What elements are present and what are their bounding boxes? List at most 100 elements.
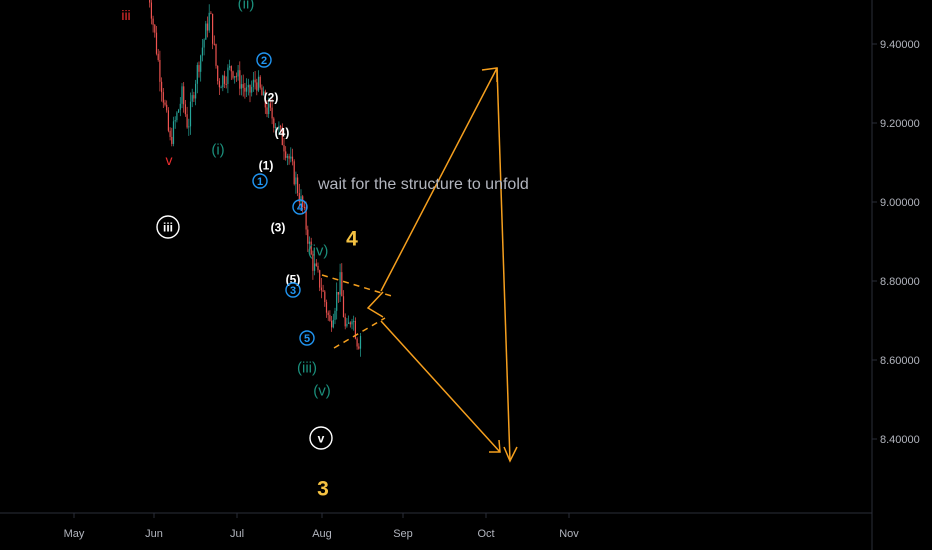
candle-body [334, 310, 336, 320]
candle-body [181, 86, 183, 104]
candle-body [242, 84, 244, 88]
candle-body [232, 71, 234, 78]
candle-body [320, 287, 322, 291]
candle-body [223, 75, 226, 84]
candle-body [198, 65, 200, 72]
wave-label: v [166, 152, 173, 168]
candle-body [332, 319, 334, 328]
candle-body [280, 125, 282, 128]
candle-body [157, 53, 159, 60]
wave-label-circle [252, 173, 268, 189]
candle-body [358, 346, 360, 349]
candle-body [201, 47, 203, 56]
candle-body [179, 103, 181, 110]
candle-body [229, 66, 231, 68]
candle-body [266, 107, 268, 115]
candle-body [186, 114, 188, 128]
candle-body [152, 18, 154, 25]
wave-label-circle [309, 426, 333, 450]
candle-body [351, 321, 353, 325]
candle-body [189, 101, 192, 127]
candle-body [317, 265, 319, 271]
candle-body [257, 76, 260, 91]
candle-body [159, 59, 161, 82]
candle-body [200, 55, 202, 72]
candle-body [252, 79, 254, 87]
candle-body [218, 81, 220, 88]
candle-body [235, 76, 237, 78]
wave-label-circle [292, 199, 308, 215]
candle-body [155, 32, 158, 54]
candle-body [346, 323, 348, 327]
candle-body [240, 84, 243, 89]
projection-down-arrowhead [489, 439, 501, 453]
candle-body [251, 86, 253, 93]
projection-lines [321, 67, 518, 463]
candle-body [188, 126, 190, 128]
candle-body [244, 87, 246, 92]
candle-body [227, 67, 229, 84]
wave-label: (3) [271, 220, 286, 234]
candle-body [336, 291, 338, 311]
candle-body [195, 83, 197, 99]
candle-body [341, 272, 343, 297]
candle-body [283, 145, 285, 152]
candle-body [162, 92, 164, 103]
candle-body [290, 156, 292, 159]
triangle-apex [366, 291, 384, 318]
wave-label: (2) [264, 90, 279, 104]
candle-body [237, 70, 239, 77]
wave-label: 2 [261, 55, 267, 67]
candle-body [172, 121, 175, 144]
candle-body [154, 24, 156, 33]
candle-body [193, 95, 195, 99]
projection-drop-arrowhead [503, 446, 518, 463]
candle-body [149, 0, 151, 3]
candle-body [264, 91, 266, 108]
candle-body [249, 85, 251, 93]
y-tick-label: 8.80000 [880, 276, 920, 288]
candle-body [176, 112, 178, 121]
triangle-lower-line [333, 317, 386, 349]
wave-label-circle [256, 52, 272, 68]
candle-body [215, 44, 217, 66]
wave-label: (iv) [308, 242, 329, 259]
candle-body [206, 23, 209, 31]
x-tick-label: Nov [559, 528, 579, 540]
candle-body [263, 91, 265, 96]
candle-body [312, 254, 314, 271]
candle-body [274, 127, 277, 129]
wave-label: 5 [304, 333, 310, 345]
triangle-upper-line [321, 274, 396, 298]
projection-up-line [380, 67, 498, 292]
y-tick-label: 9.00000 [880, 197, 920, 209]
candle-body [354, 320, 356, 339]
x-tick-label: Sep [393, 528, 413, 540]
candle-body [169, 130, 171, 137]
candle-body [356, 338, 358, 347]
candle-body [171, 136, 173, 144]
wave-label: (ii) [238, 0, 255, 12]
candle-body [314, 263, 316, 271]
candle-body [234, 76, 236, 78]
wave-label: 1 [257, 176, 263, 188]
candle-body [302, 196, 304, 208]
candle-body [213, 43, 215, 45]
x-tick-label: May [64, 528, 85, 540]
candle-body [298, 192, 300, 203]
candle-body [220, 87, 222, 89]
candle-body [278, 125, 280, 130]
candle-body [293, 161, 295, 185]
candle-body [212, 13, 214, 44]
wave-label-circle [299, 330, 315, 346]
candle-body [339, 272, 341, 295]
candle-body [268, 103, 270, 115]
candle-body [230, 66, 232, 72]
candle-body [308, 241, 311, 244]
y-tick-label: 8.60000 [880, 355, 920, 367]
candle-body [319, 270, 321, 288]
wave-label: v [318, 431, 325, 445]
candle-body [349, 322, 351, 325]
